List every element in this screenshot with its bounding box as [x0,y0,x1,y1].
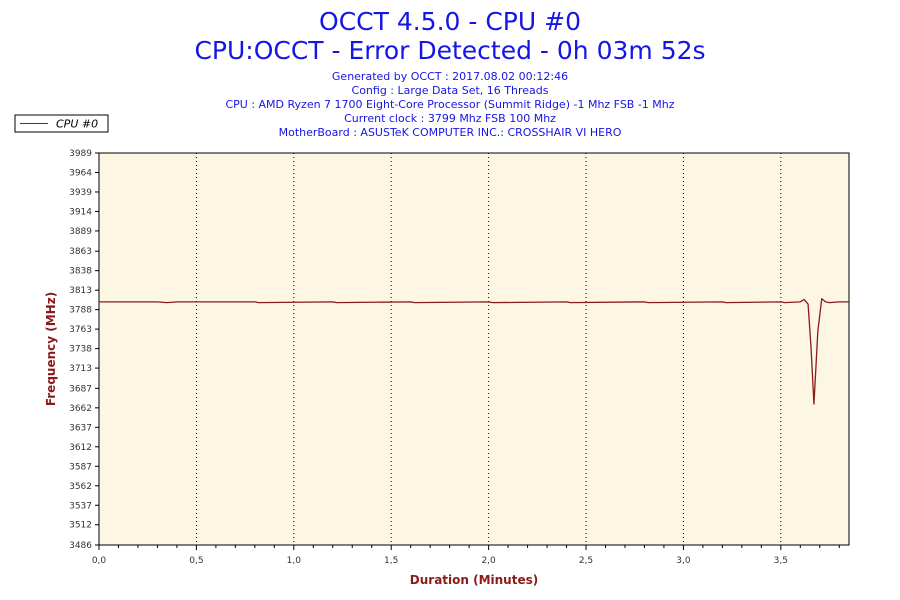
y-tick-label: 3788 [69,306,92,316]
plot-area [98,152,850,546]
info-generated: Generated by OCCT : 2017.08.02 00:12:46 [332,70,568,83]
y-tick-label: 3486 [69,541,92,551]
y-tick-label: 3713 [69,364,92,374]
axes: 0,0 0,5 1,0 1,5 2,0 2,5 3,0 3,5 3486 3512 3537 3562… [69,149,840,566]
x-tick-label: 0,0 [92,556,107,566]
x-axis-title: Duration (Minutes) [410,573,538,587]
y-tick-label: 3914 [69,207,92,217]
y-tick-label: 3964 [69,168,92,178]
y-tick-label: 3813 [69,286,92,296]
y-tick-label: 3863 [69,247,92,257]
legend-box [14,114,109,133]
x-tick-label: 2,5 [579,556,593,566]
series-group [99,298,849,405]
info-motherboard: MotherBoard : ASUSTeK COMPUTER INC.: CRO… [279,126,622,139]
info-config: Config : Large Data Set, 16 Threads [352,84,549,97]
x-tick-label: 1,0 [287,556,302,566]
y-tick-label: 3637 [69,423,92,433]
x-tick-label: 0,5 [189,556,203,566]
y-tick-label: 3612 [69,443,92,453]
grid [195,153,782,545]
y-tick-label: 3838 [69,267,92,277]
legend: CPU #0 [14,114,109,133]
y-tick-label: 3587 [69,462,92,472]
y-tick-label: 3512 [69,521,92,531]
chart-title: OCCT 4.5.0 - CPU #0 [319,7,581,36]
info-cpu: CPU : AMD Ryzen 7 1700 Eight-Core Proces… [225,98,674,111]
y-tick-label: 3738 [69,345,92,355]
x-tick-label: 3,0 [676,556,691,566]
y-tick-label: 3687 [69,384,92,394]
y-tick-label: 3562 [69,482,92,492]
x-tick-label: 2,0 [481,556,496,566]
y-axis-title: Frequency (MHz) [44,292,58,406]
info-clock: Current clock : 3799 Mhz FSB 100 Mhz [344,112,556,125]
y-tick-label: 3889 [69,227,92,237]
series-line-cpu-0 [99,298,849,405]
legend-label: CPU #0 [56,118,98,131]
y-tick-label: 3989 [69,149,92,159]
chart-subtitle: CPU:OCCT - Error Detected - 0h 03m 52s [194,36,705,65]
y-tick-label: 3939 [69,188,92,198]
y-tick-label: 3763 [69,325,92,335]
x-tick-label: 3,5 [774,556,788,566]
x-tick-label: 1,5 [384,556,398,566]
y-tick-label: 3662 [69,404,92,414]
y-tick-label: 3537 [69,501,92,511]
